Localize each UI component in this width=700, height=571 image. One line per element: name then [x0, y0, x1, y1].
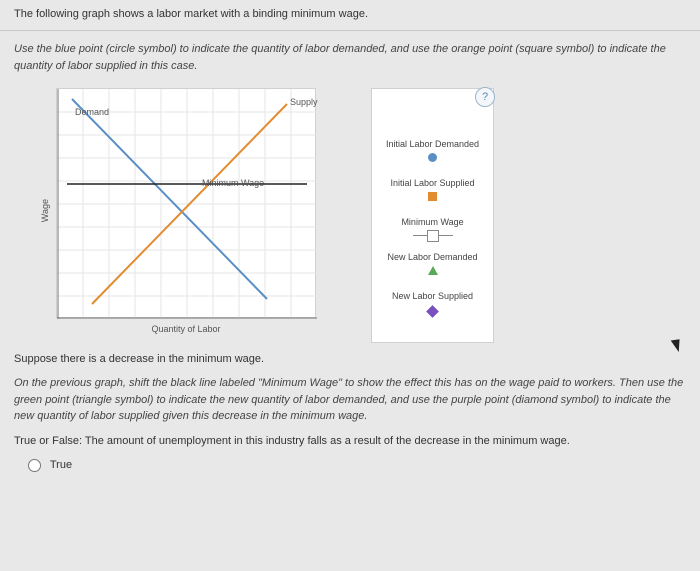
divider — [0, 30, 700, 31]
instruction1-section: Use the blue point (circle symbol) to in… — [0, 33, 700, 82]
legend-item[interactable]: Minimum Wage — [386, 217, 479, 236]
minimum-wage-label: Minimum Wage — [202, 178, 264, 188]
answer-true-radio[interactable] — [28, 459, 41, 472]
legend-item[interactable]: Initial Labor Demanded — [386, 139, 479, 162]
legend-panel: ? Initial Labor Demanded Initial Labor Su… — [371, 88, 494, 343]
legend-label: Initial Labor Supplied — [386, 178, 479, 188]
help-button[interactable]: ? — [475, 87, 495, 107]
chart-svg — [57, 89, 317, 319]
instruction2-section: Suppose there is a decrease in the minim… — [0, 349, 700, 373]
chart-wrapper: Wage Demand Supply Minimum Wage Quantity o… — [40, 88, 316, 334]
instruction2-text: Suppose there is a decrease in the minim… — [14, 353, 264, 365]
legend-items: Initial Labor Demanded Initial Labor Supp… — [386, 139, 479, 316]
heading-section: The following graph shows a labor market… — [0, 0, 700, 28]
chart-ylabel: Wage — [40, 199, 50, 222]
answer-true-row: True — [0, 455, 700, 476]
legend-spacer — [386, 99, 479, 129]
answer-true-label[interactable]: True — [28, 459, 72, 471]
legend-item[interactable]: New Labor Demanded — [386, 252, 479, 275]
legend-label: New Labor Supplied — [386, 291, 479, 301]
legend-swatch-diamond-icon — [426, 305, 439, 318]
help-icon: ? — [482, 91, 488, 103]
supply-label: Supply — [290, 97, 318, 107]
legend-label: Initial Labor Demanded — [386, 139, 479, 149]
question-section: True or False: The amount of unemploymen… — [0, 433, 700, 455]
legend-swatch-square-icon — [428, 192, 437, 201]
chart-area: Wage Demand Supply Minimum Wage Quantity o… — [0, 82, 700, 349]
demand-label: Demand — [75, 107, 109, 117]
legend-item[interactable]: Initial Labor Supplied — [386, 178, 479, 201]
legend-swatch-hline-icon — [413, 235, 453, 236]
instruction1-text: Use the blue point (circle symbol) to in… — [14, 41, 686, 74]
answer-true-text: True — [50, 459, 72, 471]
question-text: True or False: The amount of unemploymen… — [14, 435, 570, 447]
legend-swatch-circle-icon — [428, 153, 437, 162]
legend-swatch-triangle-icon — [428, 266, 438, 275]
instruction3-text: On the previous graph, shift the black l… — [14, 375, 686, 425]
legend-item[interactable]: New Labor Supplied — [386, 291, 479, 316]
chart-xlabel: Quantity of Labor — [56, 324, 316, 334]
instruction3-section: On the previous graph, shift the black l… — [0, 373, 700, 433]
chart-column: Demand Supply Minimum Wage Quantity of Lab… — [56, 88, 316, 334]
legend-label: Minimum Wage — [386, 217, 479, 227]
legend-label: New Labor Demanded — [386, 252, 479, 262]
chart-box[interactable]: Demand Supply Minimum Wage — [56, 88, 316, 318]
heading-text: The following graph shows a labor market… — [14, 8, 368, 20]
